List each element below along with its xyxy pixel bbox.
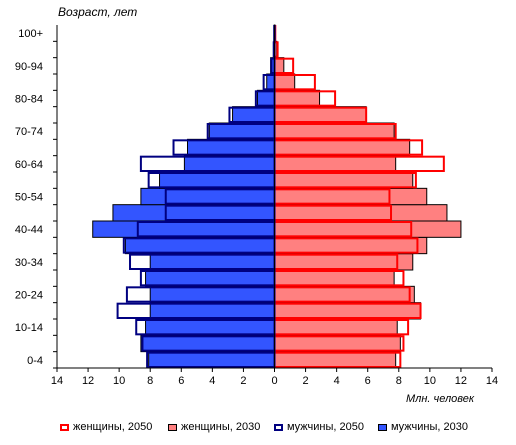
bar-men-2030-45-49	[112, 204, 276, 222]
x-tick-label: 2	[303, 375, 309, 387]
x-tick-label: 6	[178, 375, 184, 387]
bar-men-2030-10-14	[145, 318, 275, 336]
legend-swatch-men-2050	[274, 423, 283, 431]
bar-men-2030-80-84	[256, 89, 276, 108]
y-tick-label: 60-64	[15, 159, 43, 171]
bar-men-2030-30-34	[149, 253, 276, 271]
x-tick-label: 10	[424, 375, 436, 387]
bar-men-2030-25-29	[145, 269, 275, 287]
legend-item-men-2050[interactable]: мужчины, 2050	[274, 421, 364, 433]
x-tick-label: 12	[455, 375, 467, 387]
x-tick-labels: 14 12 10 8 6 4 2 0 2 4 6 8 10 12 14	[51, 375, 498, 387]
x-tick-label: 6	[365, 375, 371, 387]
y-tick-label: 10-14	[15, 322, 43, 334]
legend-label-women-2030: женщины, 2030	[181, 421, 261, 433]
bar-women-2030-10-14	[274, 318, 398, 336]
bar-men-2030-85-89	[266, 73, 276, 91]
bar-men-2030-20-24	[149, 285, 276, 304]
bar-women-2030-40-44	[274, 220, 462, 238]
y-tick-label: 40-44	[15, 224, 43, 236]
y-tick-label: 30-34	[15, 257, 43, 269]
bar-men-2030-35-39	[124, 236, 275, 255]
x-tick-label: 14	[486, 375, 498, 387]
bar-women-2030-5-9	[274, 334, 401, 353]
bar-women-2030-50-54	[274, 187, 428, 206]
bar-women-2030-75-79	[274, 106, 367, 124]
y-axis-title: Возраст, лет	[58, 5, 138, 19]
bar-men-2030-0-4	[148, 351, 275, 369]
x-tick-label: 14	[51, 375, 63, 387]
legend-label-women-2050: женщины, 2050	[73, 421, 153, 433]
bar-men-2030-15-19	[149, 302, 276, 320]
bar-men-2030-60-64	[183, 155, 275, 173]
bar-women-2030-15-19	[274, 302, 422, 320]
bar-men-2030-70-74	[208, 122, 275, 140]
women-2030-bars	[274, 24, 462, 369]
x-tick-label: 0	[271, 375, 277, 387]
y-tick-label: 100+	[18, 28, 43, 40]
bar-women-2030-0-4	[274, 351, 397, 369]
bar-women-2030-70-74	[274, 122, 395, 140]
legend-label-men-2030: мужчины, 2030	[391, 421, 468, 433]
x-tick-label: 4	[334, 375, 340, 387]
y-tick-label: 0-4	[27, 355, 43, 367]
y-tick-label: 90-94	[15, 61, 43, 73]
bar-men-2030-55-59	[159, 171, 275, 189]
legend-item-men-2030[interactable]: мужчины, 2030	[378, 421, 468, 433]
bar-women-2030-20-24	[274, 285, 415, 304]
x-tick-label: 4	[209, 375, 215, 387]
bar-women-2030-30-34	[274, 253, 414, 271]
legend-label-men-2050: мужчины, 2050	[287, 421, 364, 433]
x-tick-label: 8	[147, 375, 153, 387]
bar-men-2030-75-79	[232, 106, 276, 124]
bar-men-2030-50-54	[140, 187, 275, 206]
x-tick-label: 10	[113, 375, 125, 387]
bar-women-2030-90-94	[274, 57, 285, 75]
bar-men-2030-40-44	[92, 220, 276, 238]
y-tick-label: 80-84	[15, 94, 43, 106]
bar-men-2030-65-69	[187, 138, 275, 157]
x-axis-title: Млн. человек	[406, 393, 475, 405]
bar-women-2030-60-64	[274, 155, 397, 173]
legend: женщины, 2050 женщины, 2030 мужчины, 205…	[60, 421, 516, 437]
axes	[53, 25, 493, 372]
men-2030-bars	[92, 24, 276, 369]
legend-item-women-2050[interactable]: женщины, 2050	[60, 421, 152, 433]
bar-women-2030-85-89	[274, 73, 296, 91]
bar-women-2030-25-29	[274, 269, 395, 287]
bar-men-2030-5-9	[140, 334, 275, 353]
bar-women-2030-55-59	[274, 171, 414, 189]
x-tick-label: 2	[240, 375, 246, 387]
legend-swatch-women-2050	[60, 423, 69, 431]
bar-women-2030-35-39	[274, 236, 428, 255]
x-tick-label: 12	[82, 375, 94, 387]
x-tick-label: 8	[396, 375, 402, 387]
bar-women-2030-65-69	[274, 138, 411, 157]
y-tick-label: 70-74	[15, 126, 43, 138]
y-tick-label: 50-54	[15, 192, 43, 204]
legend-swatch-men-2030	[378, 423, 387, 431]
bar-women-2030-80-84	[274, 89, 321, 108]
legend-swatch-women-2030	[168, 423, 177, 431]
legend-item-women-2030[interactable]: женщины, 2030	[168, 421, 260, 433]
y-tick-label: 20-24	[15, 290, 43, 302]
y-tick-labels: 0-4 10-14 20-24 30-34 40-44 50-54 60-64 70-74 80…	[15, 28, 43, 367]
bar-women-2030-45-49	[274, 204, 448, 222]
